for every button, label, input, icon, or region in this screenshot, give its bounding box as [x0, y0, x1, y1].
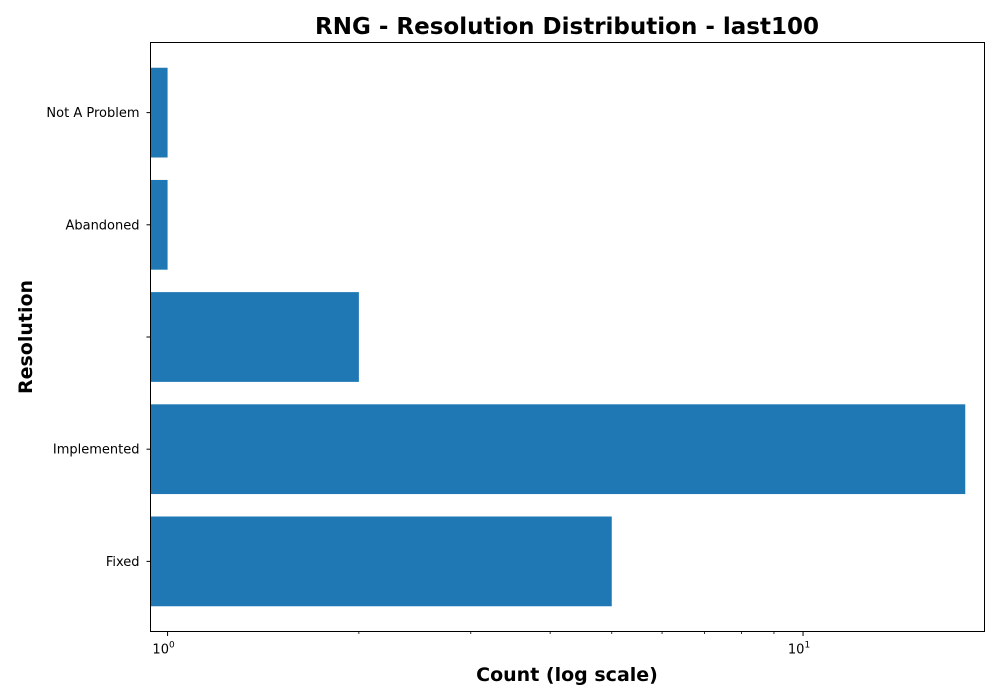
chart-title: RNG - Resolution Distribution - last100	[315, 14, 819, 40]
x-tick-label: 100	[152, 641, 175, 658]
x-axis-label: Count (log scale)	[476, 664, 658, 686]
bar	[150, 292, 359, 382]
y-tick-label: Abandoned	[65, 218, 139, 233]
bar	[150, 516, 612, 607]
bar	[150, 67, 168, 158]
y-tick-label: Fixed	[106, 555, 140, 570]
bar	[150, 404, 966, 495]
y-tick-label: Implemented	[53, 443, 140, 458]
bars-group	[150, 67, 966, 607]
y-tick-label: Not A Problem	[46, 106, 139, 121]
x-tick-label: 101	[788, 641, 810, 658]
x-axis-ticks: 100 101	[152, 631, 810, 658]
y-axis-ticks: Fixed Implemented Abandoned Not A Problem	[46, 106, 151, 570]
bar	[150, 179, 168, 270]
y-axis-label: Resolution	[15, 280, 37, 394]
